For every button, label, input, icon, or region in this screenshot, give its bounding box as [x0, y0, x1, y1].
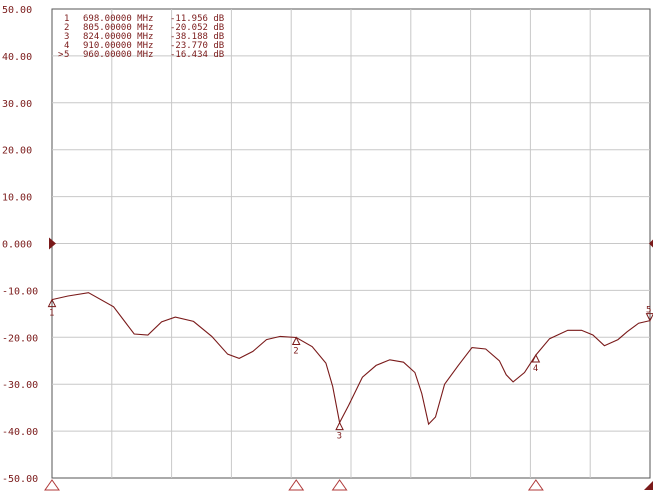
marker-readout-value: -38.188 dB [170, 32, 224, 42]
y-tick-label: 0.000 [2, 240, 32, 251]
y-tick-label: 50.00 [2, 5, 32, 16]
marker-readout-value: -23.770 dB [170, 41, 224, 51]
marker-axis-triangle [288, 479, 305, 491]
marker-readout-index: 5 [64, 50, 69, 60]
marker-triangle [47, 298, 57, 308]
y-tick-label: 20.00 [2, 146, 32, 157]
marker-readout-index: 1 [64, 14, 69, 24]
marker-readout-frequency: 805.00000 MHz [83, 23, 153, 33]
y-tick-label: 30.00 [2, 99, 32, 110]
marker-readout-frequency: 824.00000 MHz [83, 32, 153, 42]
y-tick-label: 40.00 [2, 52, 32, 63]
chart-grid [51, 8, 651, 479]
marker-readout-value: -20.052 dB [170, 23, 224, 33]
marker-axis-triangle-active [644, 481, 653, 490]
trace-layer [51, 292, 651, 426]
marker-readout-frequency: 698.00000 MHz [83, 14, 153, 24]
marker-label: 2 [293, 347, 298, 357]
marker-readout-value: -11.956 dB [170, 14, 224, 24]
marker-readout-frequency: 910.00000 MHz [83, 41, 153, 51]
y-tick-label: -40.00 [2, 427, 38, 438]
marker-readout-index: 3 [64, 32, 69, 42]
marker-axis-triangle [44, 479, 60, 491]
marker-triangle [291, 336, 301, 346]
marker-readout-value: -16.434 dB [170, 50, 224, 60]
series-trace [51, 292, 651, 426]
marker-label: 1 [49, 309, 54, 319]
reference-level-right-arrow [649, 239, 653, 248]
marker-layer: 1 2 3 4 5 [44, 298, 653, 491]
marker-axis-triangle [527, 479, 544, 491]
marker-readout-index: 2 [64, 23, 69, 33]
marker-axis-triangle [331, 479, 348, 491]
marker-readout-prefix: > [58, 50, 64, 60]
marker-label: 4 [533, 364, 538, 374]
marker-triangle [531, 353, 541, 363]
y-tick-label: 10.00 [2, 193, 32, 204]
marker-readout-index: 4 [64, 41, 69, 51]
y-tick-label: -50.00 [2, 474, 38, 485]
marker-label: 3 [337, 432, 342, 442]
marker-triangle [335, 421, 344, 431]
reference-level-left-arrow [49, 237, 56, 250]
edge-indicators [49, 237, 653, 250]
marker-readout-table: 1 698.00000 MHz -11.956 dB 2 805.00000 MHz -… [58, 14, 224, 60]
y-tick-label: -10.00 [2, 286, 38, 297]
marker-label: 5 [646, 306, 651, 316]
y-tick-label: -30.00 [2, 380, 38, 391]
marker-triangle-active [645, 313, 653, 322]
y-axis-ticks: 50.00 40.00 30.00 20.00 10.00 0.000 -10.00 -20.… [2, 5, 38, 485]
y-tick-label: -20.00 [2, 333, 38, 344]
marker-readout-frequency: 960.00000 MHz [83, 50, 153, 60]
